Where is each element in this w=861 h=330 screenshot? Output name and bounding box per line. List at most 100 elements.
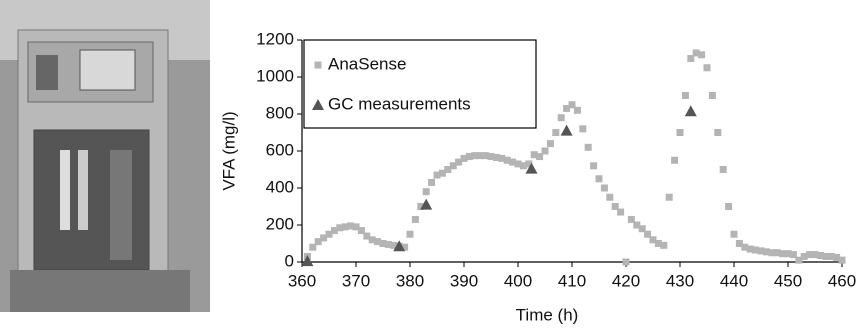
data-point bbox=[757, 247, 765, 255]
data-point bbox=[444, 166, 452, 173]
legend-label: GC measurements bbox=[328, 94, 471, 113]
data-point bbox=[347, 222, 355, 230]
legend-marker bbox=[312, 99, 324, 110]
data-point bbox=[406, 230, 414, 238]
x-tick-label: 400 bbox=[504, 271, 532, 290]
data-point bbox=[660, 241, 668, 249]
x-tick-label: 360 bbox=[288, 271, 316, 290]
data-point bbox=[514, 160, 522, 168]
data-point bbox=[465, 153, 473, 161]
data-point bbox=[476, 152, 484, 160]
data-point bbox=[492, 153, 500, 161]
data-point bbox=[692, 49, 700, 57]
data-point bbox=[649, 236, 657, 244]
data-point bbox=[584, 143, 592, 151]
data-point bbox=[530, 151, 538, 159]
data-point bbox=[654, 240, 662, 247]
data-point bbox=[665, 193, 673, 201]
y-axis-title: VFA (mg/l) bbox=[219, 111, 238, 190]
data-point bbox=[784, 250, 792, 258]
data-point bbox=[806, 251, 814, 259]
x-tick-label: 460 bbox=[828, 271, 856, 290]
data-point bbox=[590, 162, 598, 170]
data-point bbox=[390, 241, 398, 249]
data-point bbox=[795, 256, 803, 264]
device-photo bbox=[0, 0, 210, 312]
data-point bbox=[422, 188, 430, 196]
data-point bbox=[687, 55, 695, 62]
data-point bbox=[503, 156, 511, 164]
data-point bbox=[482, 152, 490, 160]
data-point bbox=[411, 215, 419, 223]
data-point bbox=[762, 248, 770, 256]
data-point bbox=[838, 256, 846, 264]
data-point bbox=[401, 243, 409, 251]
data-point bbox=[417, 203, 425, 210]
data-point bbox=[557, 114, 565, 122]
data-point bbox=[627, 215, 635, 223]
data-point bbox=[725, 203, 733, 210]
x-tick-label: 450 bbox=[774, 271, 802, 290]
legend-box bbox=[303, 39, 537, 129]
data-point bbox=[536, 153, 544, 161]
data-point bbox=[735, 240, 743, 247]
data-point bbox=[363, 232, 371, 240]
data-point bbox=[789, 251, 797, 259]
data-point bbox=[719, 166, 727, 173]
data-point bbox=[487, 153, 495, 161]
data-point bbox=[393, 240, 406, 252]
data-point bbox=[822, 252, 830, 260]
data-point bbox=[671, 156, 679, 164]
data-point bbox=[541, 147, 549, 155]
data-point bbox=[752, 246, 760, 254]
data-point bbox=[455, 158, 463, 166]
data-point bbox=[379, 240, 387, 247]
data-point bbox=[741, 243, 749, 251]
data-point bbox=[708, 92, 716, 99]
data-point bbox=[449, 162, 457, 170]
data-point bbox=[730, 230, 738, 238]
data-point bbox=[622, 258, 630, 266]
data-point bbox=[681, 92, 689, 99]
data-point bbox=[811, 251, 819, 259]
data-point bbox=[301, 255, 314, 267]
data-point bbox=[325, 230, 333, 238]
data-point bbox=[471, 152, 479, 160]
x-tick-label: 410 bbox=[558, 271, 586, 290]
data-point bbox=[768, 249, 776, 257]
x-tick-label: 370 bbox=[342, 271, 370, 290]
data-point bbox=[336, 224, 344, 232]
data-point bbox=[498, 154, 506, 162]
y-tick-label: 1200 bbox=[256, 29, 294, 48]
data-point bbox=[433, 171, 441, 179]
x-tick-label: 390 bbox=[450, 271, 478, 290]
data-point bbox=[357, 227, 365, 235]
data-point bbox=[352, 223, 360, 231]
y-tick-label: 400 bbox=[266, 177, 294, 196]
data-point bbox=[314, 238, 322, 246]
data-point bbox=[606, 193, 614, 201]
data-point bbox=[600, 184, 608, 192]
data-point bbox=[833, 253, 841, 261]
data-point bbox=[816, 252, 824, 260]
data-point bbox=[644, 230, 652, 238]
y-tick-label: 600 bbox=[266, 140, 294, 159]
data-point bbox=[525, 162, 538, 174]
legend-marker bbox=[314, 61, 322, 69]
x-tick-label: 430 bbox=[666, 271, 694, 290]
data-point bbox=[779, 250, 787, 258]
data-point bbox=[703, 64, 711, 72]
data-point bbox=[309, 243, 317, 251]
data-point bbox=[560, 124, 573, 136]
data-point bbox=[800, 252, 808, 260]
data-point bbox=[368, 236, 376, 244]
x-axis-title: Time (h) bbox=[516, 305, 579, 324]
data-point bbox=[638, 225, 646, 233]
data-point bbox=[827, 252, 835, 260]
data-point bbox=[320, 234, 328, 242]
data-point bbox=[579, 125, 587, 133]
data-point bbox=[573, 106, 581, 114]
data-point bbox=[341, 223, 349, 231]
